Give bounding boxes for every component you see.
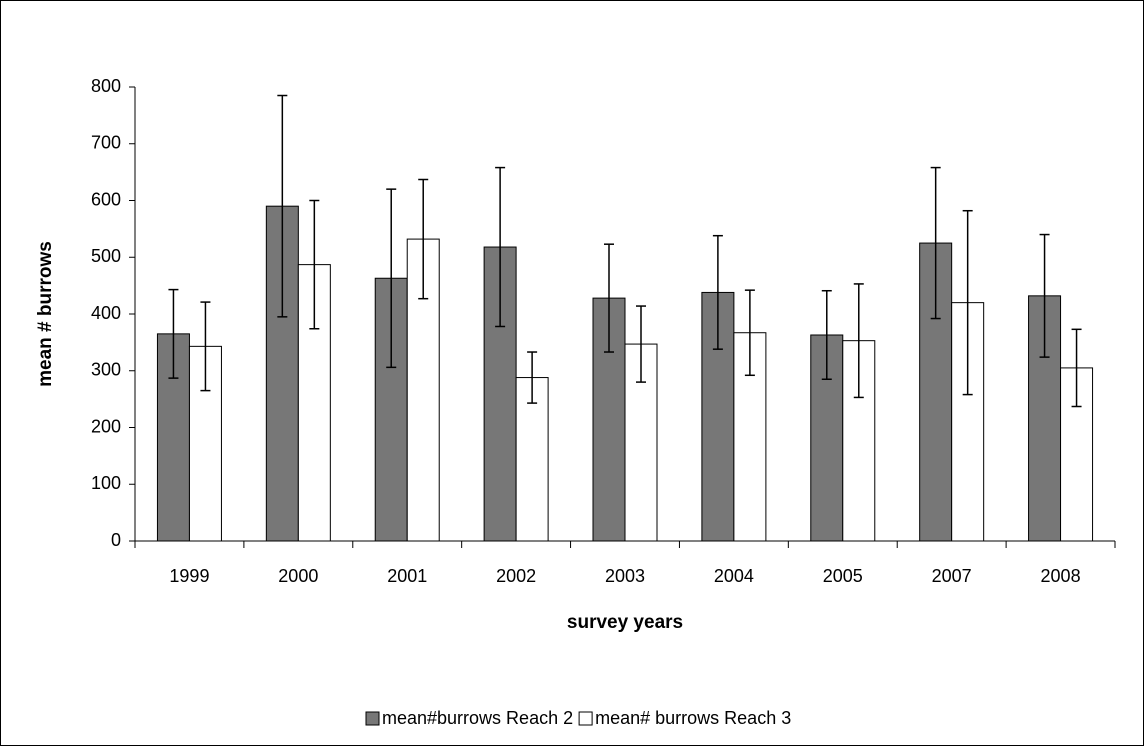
error-bar	[1039, 233, 1050, 358]
error-bar	[962, 209, 973, 396]
error-bar	[930, 166, 941, 320]
error-bar	[1071, 328, 1082, 408]
legend-label: mean#burrows Reach 2	[382, 708, 573, 728]
y-tick-label: 800	[91, 76, 121, 96]
legend-swatch	[365, 711, 380, 726]
x-tick-label: 1999	[169, 566, 209, 586]
error-bar	[168, 288, 179, 379]
bar	[483, 246, 517, 542]
error-bar	[495, 166, 506, 328]
y-tick-label: 200	[91, 416, 121, 436]
y-tick-label: 0	[111, 530, 121, 550]
x-tick-label: 2001	[387, 566, 427, 586]
error-bar	[386, 188, 397, 369]
error-bar	[604, 243, 614, 353]
error-bar	[418, 178, 429, 300]
x-tick-label: 2007	[932, 566, 972, 586]
legend-swatch	[578, 711, 593, 726]
x-tick-label: 2003	[605, 566, 645, 586]
error-bar	[636, 305, 646, 383]
error-bar	[277, 94, 288, 318]
bar	[515, 377, 549, 542]
y-tick-label: 700	[91, 133, 121, 153]
error-bar	[821, 289, 832, 381]
error-bar	[712, 234, 723, 350]
x-tick-label: 2005	[823, 566, 863, 586]
x-tick-label: 2008	[1041, 566, 1081, 586]
error-bar	[853, 283, 864, 399]
legend-label: mean# burrows Reach 3	[595, 708, 791, 728]
error-bar	[744, 289, 755, 377]
x-axis-label: survey years	[567, 612, 683, 633]
y-tick-label: 400	[91, 303, 121, 323]
bar	[701, 291, 735, 542]
error-bar	[527, 351, 538, 404]
x-tick-label: 2004	[714, 566, 754, 586]
error-bar	[200, 301, 211, 392]
y-tick-label: 600	[91, 189, 121, 209]
y-tick-label: 100	[91, 473, 121, 493]
x-tick-label: 2002	[496, 566, 536, 586]
bar	[624, 343, 658, 542]
x-tick-label: 2000	[278, 566, 318, 586]
error-bar	[309, 199, 320, 330]
y-tick-label: 300	[91, 360, 121, 380]
y-tick-label: 500	[91, 246, 121, 266]
y-axis-label: mean # burrows	[35, 241, 56, 387]
